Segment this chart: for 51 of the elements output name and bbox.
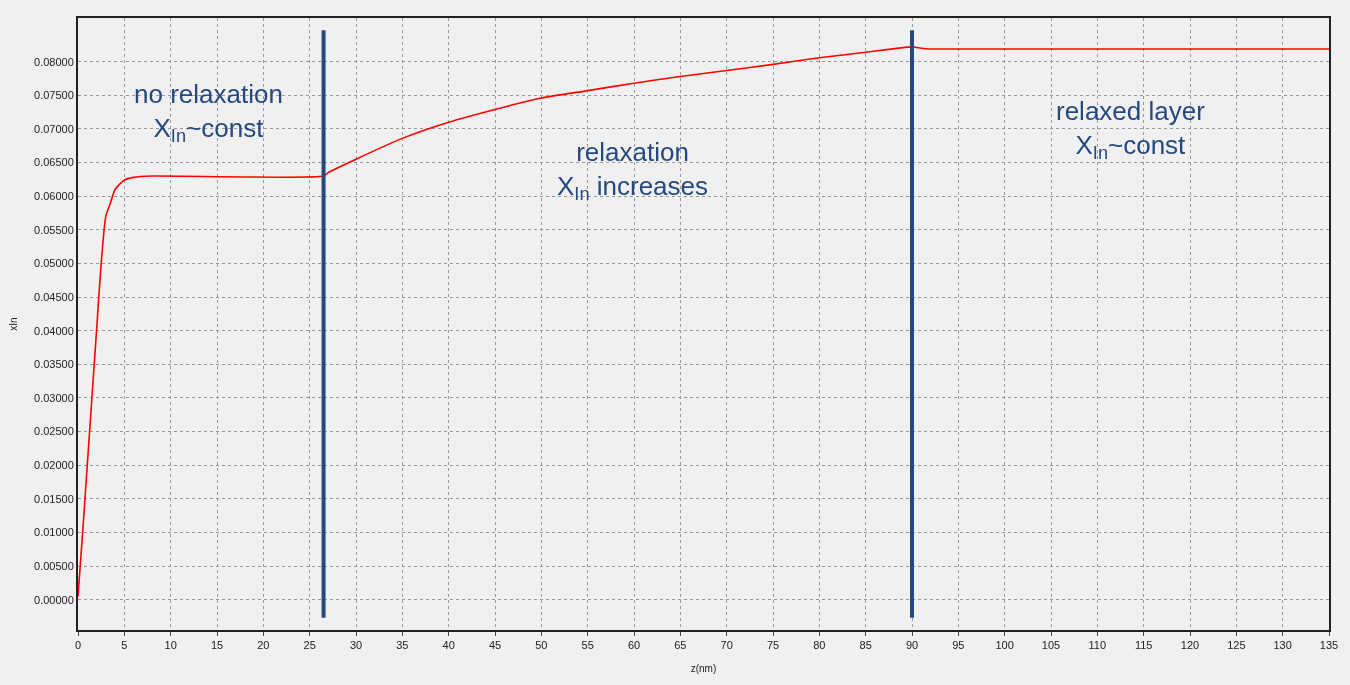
x-tick-label: 35 [396,639,409,652]
x-tick-label: 25 [303,639,316,652]
y-tick-label: 0.00500 [34,559,74,572]
y-tick-label: 0.07000 [34,122,74,135]
y-tick-label: 0.02000 [34,459,74,472]
y-tick-label: 0.05000 [34,257,74,270]
x-tick-label: 120 [1180,639,1200,652]
y-tick-label: 0.08000 [34,55,74,68]
annotation: relaxation X$_{In}$ increases [557,137,709,205]
x-tick-label: 110 [1088,639,1107,652]
line-series [78,46,1329,598]
x-tick-label: 85 [859,639,872,652]
y-axis-title: xIn [7,317,19,331]
x-tick-label: 70 [720,639,733,652]
x-tick-label: 60 [627,639,641,652]
x-tick-label: 10 [164,639,177,652]
x-tick-label: 5 [121,639,128,652]
y-tick-label: 0.01000 [34,526,74,539]
x-tick-label: 50 [535,639,548,652]
x-tick-label: 115 [1134,639,1153,652]
y-tick-label: 0.07500 [34,89,74,102]
y-tick-label: 0.01500 [34,492,74,505]
x-tick-label: 0 [74,639,82,652]
y-tick-label: 0.02500 [34,425,74,438]
x-tick-label: 135 [1319,639,1339,652]
x-tick-label: 20 [257,639,270,652]
x-tick-label: 100 [995,639,1014,652]
annotation: no relaxation X$_{In}$~const [134,79,283,147]
y-tick-label: 0.03500 [34,358,74,371]
y-tick-label: 0.00000 [34,593,74,606]
y-tick-label: 0.04000 [34,324,74,337]
x-tick-label: 90 [905,639,919,652]
x-tick-label: 105 [1041,639,1061,652]
y-tick-label: 0.05500 [34,223,74,236]
x-tick-label: 45 [488,639,502,652]
x-tick-label: 15 [210,639,224,652]
annotation: relaxed layer X$_{In}$~const [1056,96,1206,164]
y-tick-label: 0.06000 [34,190,74,203]
x-tick-label: 125 [1227,639,1246,652]
y-tick-label: 0.04500 [34,290,74,303]
x-tick-label: 65 [674,639,687,652]
y-tick-label: 0.03000 [34,391,74,404]
x-tick-label: 95 [952,639,965,652]
x-tick-label: 40 [442,639,455,652]
x-tick-label: 80 [813,639,826,652]
y-tick-label: 0.06500 [34,156,74,169]
x-tick-label: 30 [349,639,363,652]
x-axis-title: z(nm) [690,663,717,675]
x-tick-label: 75 [766,639,780,652]
x-tick-label: 130 [1273,639,1292,652]
x-tick-label: 55 [581,639,594,652]
